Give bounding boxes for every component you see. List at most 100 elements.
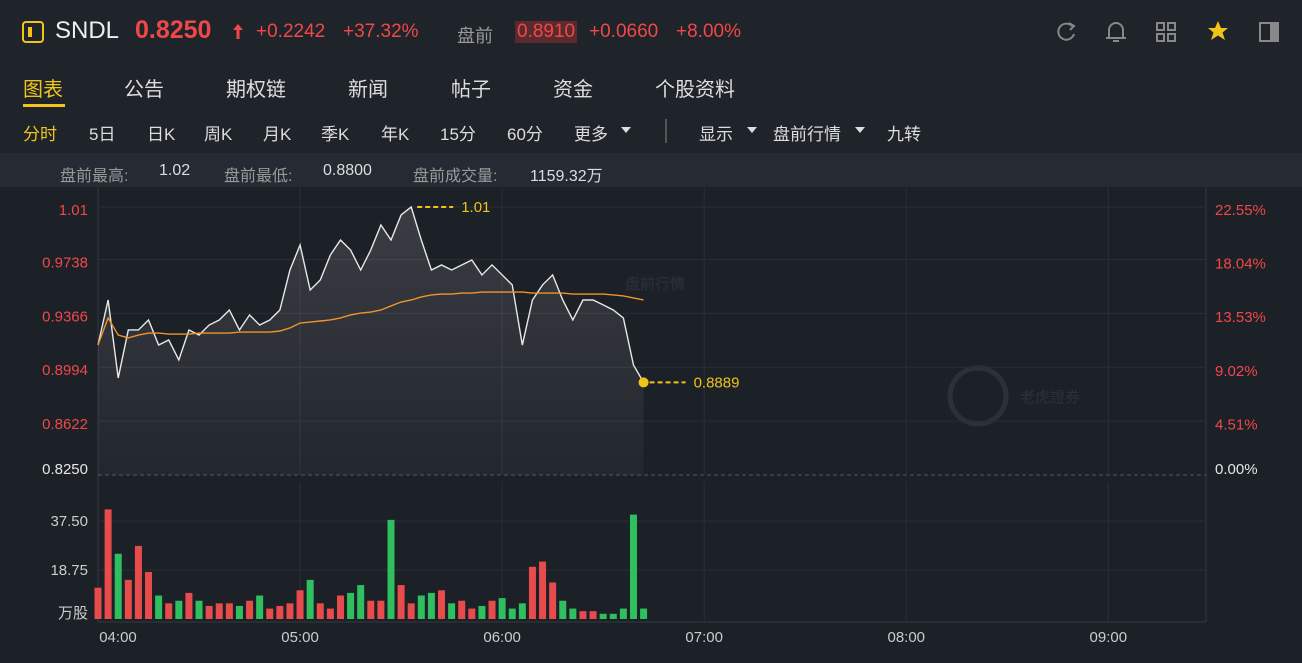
header: SNDL 0.8250 +0.2242 +37.32% 盘前 0.8910 +0… [0,0,1302,63]
volume-bar [528,566,536,619]
y2-tick-label: 22.55% [1215,202,1266,219]
x-tick-label: 05:00 [281,629,319,646]
volume-bar [215,603,223,619]
volume-bar [246,600,254,619]
toolbar-icons[interactable] [1050,18,1290,46]
volume-bar [599,613,607,619]
volume-bar [266,608,274,619]
volume-bar [175,600,183,619]
period-button[interactable]: 5日 [89,125,116,144]
volume-bar [589,611,597,619]
volume-bar [549,582,557,619]
tab[interactable]: 资金 [553,79,593,101]
period-button[interactable]: 分时 [23,125,57,144]
period-button[interactable]: 周K [204,125,233,144]
x-tick-label: 09:00 [1090,629,1128,646]
volume-bar [155,595,163,619]
volume-bar [609,613,617,619]
volume-tick-label: 18.75 [50,562,88,579]
volume-bar [448,603,456,619]
volume-bar [195,600,203,619]
tab[interactable]: 个股资料 [655,79,735,101]
volume-bar [256,595,264,619]
pre-change: +0.0660 [589,21,659,42]
series-line [97,205,645,383]
volume-bar [619,608,627,619]
volume-bar [134,545,142,619]
tabs: 图表 公告 期权链 新闻 帖子 资金 个股资料 [0,62,1302,108]
period-button[interactable]: 更多 [574,125,608,144]
volume-bar [387,519,395,619]
option-button[interactable]: 显示 [699,125,733,144]
period-button[interactable]: 月K [263,125,292,144]
stat-label: 盘前成交量: [413,168,498,185]
y-tick-label: 0.9366 [42,308,88,325]
volume-bar [336,595,344,619]
volume-bar [306,579,314,619]
annotation-label: 0.8889 [694,374,740,391]
period-button[interactable]: 年K [381,125,410,144]
x-tick-label: 06:00 [483,629,521,646]
volume-bar [397,585,405,619]
volume-bar [427,592,435,619]
volume-bar [488,600,496,619]
tab-underline [23,104,65,107]
volume-bar [286,603,294,619]
volume-tick-label: 37.50 [50,513,88,530]
pre-change-pct: +8.00% [676,21,741,42]
tab[interactable]: 帖子 [451,79,491,101]
volume-bar [640,608,648,619]
y-tick-label: 0.9738 [42,254,88,271]
volume-bar [579,611,587,619]
change-pct: +37.32% [343,21,419,42]
tab[interactable]: 图表 [23,79,63,101]
symbol: SNDL [55,17,120,44]
volume-bar [478,605,486,619]
stat-label: 盘前最高: [60,168,129,185]
volume-bar [225,603,233,619]
y2-tick-label: 4.51% [1215,416,1258,433]
stat-label: 盘前最低: [224,168,293,185]
y2-tick-label: 9.02% [1215,363,1258,380]
change: +0.2242 [256,21,326,42]
volume-bar [316,603,324,619]
period-button[interactable]: 60分 [507,125,543,144]
y2-tick-label: 18.04% [1215,256,1266,273]
x-tick-label: 04:00 [99,629,137,646]
volume-bar [377,600,385,619]
volume-bar [114,553,122,619]
toolbar: 分时 5日 日K 周K 月K 季K 年K 15分 60分 更多 显示 盘前行情 九转 [0,107,1302,153]
volume-bar [296,590,304,619]
stat-value: 1.02 [159,162,191,179]
volume-bar [145,572,153,619]
volume-bar [165,603,173,619]
period-button[interactable]: 季K [321,125,350,144]
price-area [98,206,644,476]
y-tick-label: 0.8622 [42,416,88,433]
stats-bar: 盘前最高: 1.02 盘前最低: 0.8800 盘前成交量: 1159.32万 [0,153,1302,187]
volume-bar [235,605,243,619]
price: 0.8250 [135,16,212,44]
option-button[interactable]: 盘前行情 [773,125,841,144]
volume-bar [629,514,637,619]
brand: 老虎證券 [1020,389,1080,406]
volume-bar [276,605,284,619]
volume-tick-label: 万股 [58,605,88,622]
dropdown-caret [621,127,631,133]
last-dot [638,377,649,388]
x-tick-label: 07:00 [685,629,723,646]
volume-bar [326,608,334,619]
y-tick-label: 0.8250 [42,461,88,478]
option-button[interactable]: 九转 [887,125,921,144]
tab[interactable]: 公告 [124,79,164,101]
period-button[interactable]: 15分 [440,125,476,144]
stat-value: 1159.32万 [530,168,603,185]
pre-price: 0.8910 [515,21,578,43]
brand-logo [947,365,1009,427]
period-button[interactable]: 日K [147,125,176,144]
volume-bar [205,605,213,619]
volume-bar [468,608,476,619]
tab[interactable]: 新闻 [348,79,388,101]
tab[interactable]: 期权链 [226,79,286,101]
